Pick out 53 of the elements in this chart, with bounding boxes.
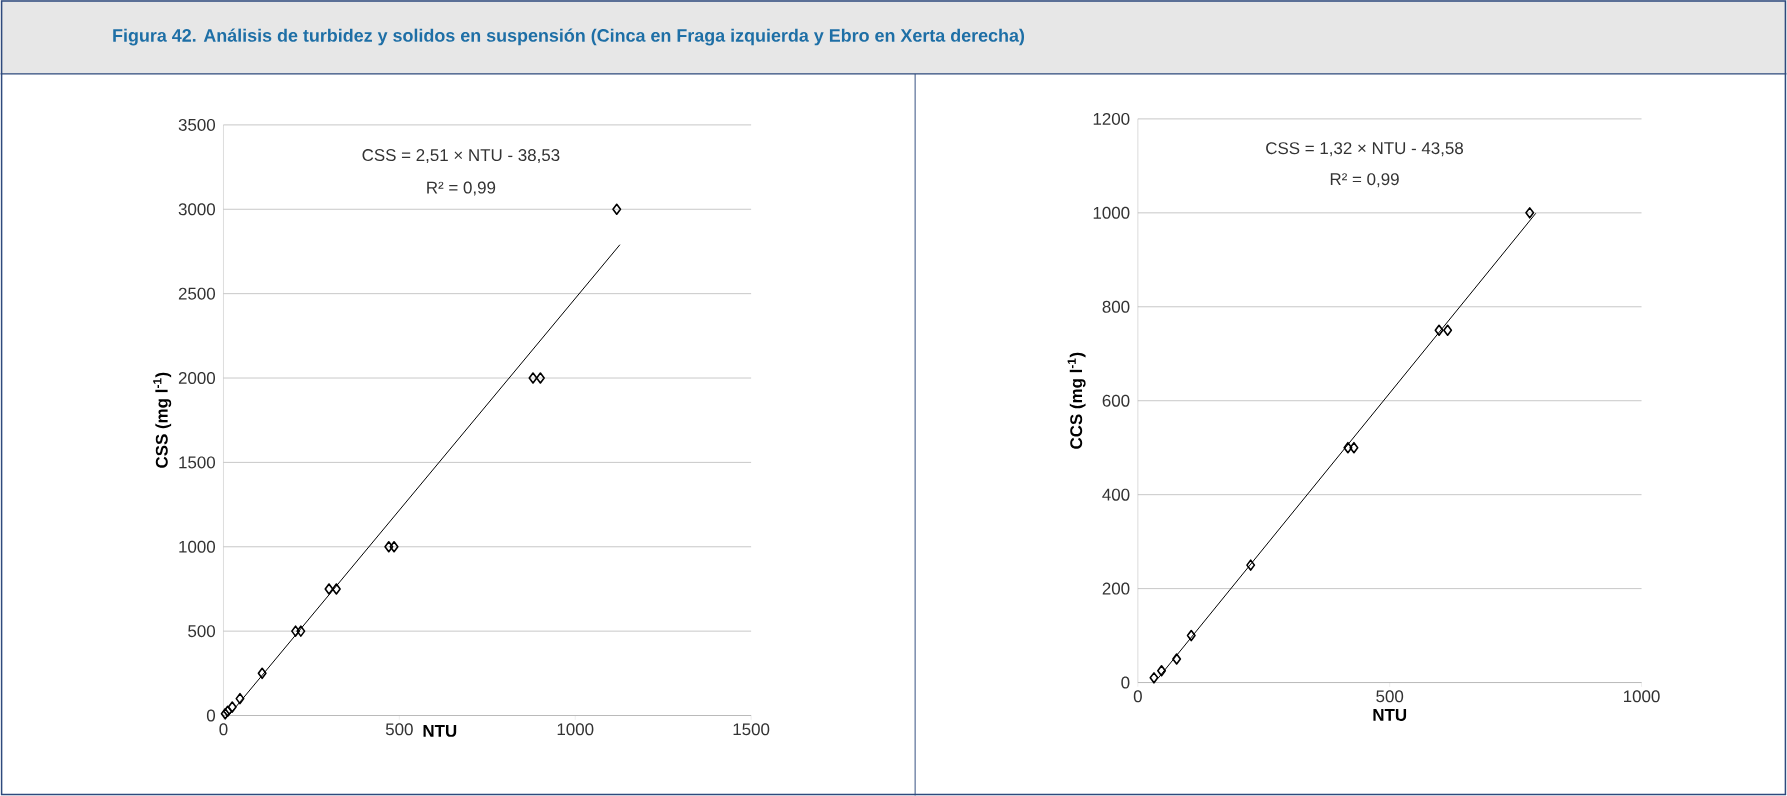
y-tick-label: 400 (1102, 488, 1130, 501)
point (1349, 441, 1359, 454)
annotation: R² = 0,99 (427, 181, 496, 196)
point (1246, 559, 1256, 571)
chart-title: Figura 42. Análisis de turbidez y solidos en suspensión (Cinca en Fraga izquierda y Ebro en Xerta derecha) (113, 28, 1025, 46)
y-tick-label: 200 (1102, 582, 1130, 595)
point (535, 372, 545, 384)
y-tick-label: 2000 (178, 372, 216, 384)
point (1157, 664, 1167, 677)
y-tick-label: 800 (1102, 300, 1130, 313)
x-tick-label: 1500 (733, 723, 770, 736)
point (384, 540, 394, 553)
annotation: CSS = 2,51 × NTU - 38,53 (362, 149, 560, 164)
x-axis-title: NTU (423, 724, 457, 737)
point (235, 692, 245, 705)
point (227, 701, 237, 713)
point (331, 583, 341, 595)
x-axis-title: NTU (1373, 709, 1407, 721)
point (1186, 629, 1196, 642)
annotation: CSS = 1,32 × NTU - 43,58 (1266, 142, 1464, 157)
x-tick-label: 0 (1133, 690, 1142, 703)
x-tick-label: 500 (385, 723, 413, 736)
y-tick-label: 2500 (178, 287, 216, 300)
y-axis-title: CCS (mg l$^{-1}$) (1067, 352, 1086, 449)
point (1343, 441, 1353, 454)
annotation: R² = 0,99 (1330, 173, 1399, 188)
y-tick-label: 500 (188, 625, 216, 638)
point (296, 625, 306, 637)
y-axis-title: CSS (mg l$^{-1}$) (153, 372, 172, 468)
point (291, 625, 301, 637)
x-tick-label: 1000 (557, 723, 594, 736)
point (1443, 324, 1453, 337)
y-tick-label: 1000 (1093, 206, 1130, 219)
y-tick-label: 3000 (178, 203, 216, 216)
point (612, 203, 622, 216)
point (324, 583, 334, 595)
point (1172, 653, 1182, 665)
point (1525, 207, 1535, 219)
x-tick-label: 500 (1376, 690, 1404, 703)
y-tick-label: 1500 (179, 456, 216, 469)
y-tick-label: 0 (206, 709, 216, 722)
point (389, 540, 399, 553)
point (528, 372, 538, 384)
point (1149, 672, 1159, 684)
x-tick-label: 0 (219, 723, 228, 736)
y-tick-label: 600 (1102, 394, 1130, 407)
point (257, 667, 267, 680)
y-tick-label: 1200 (1093, 112, 1130, 125)
y-tick-label: 0 (1121, 676, 1130, 689)
x-tick-label: 1000 (1624, 690, 1660, 703)
y-tick-label: 3500 (178, 118, 216, 131)
y-tick-label: 1000 (179, 540, 216, 553)
point (1434, 324, 1444, 337)
